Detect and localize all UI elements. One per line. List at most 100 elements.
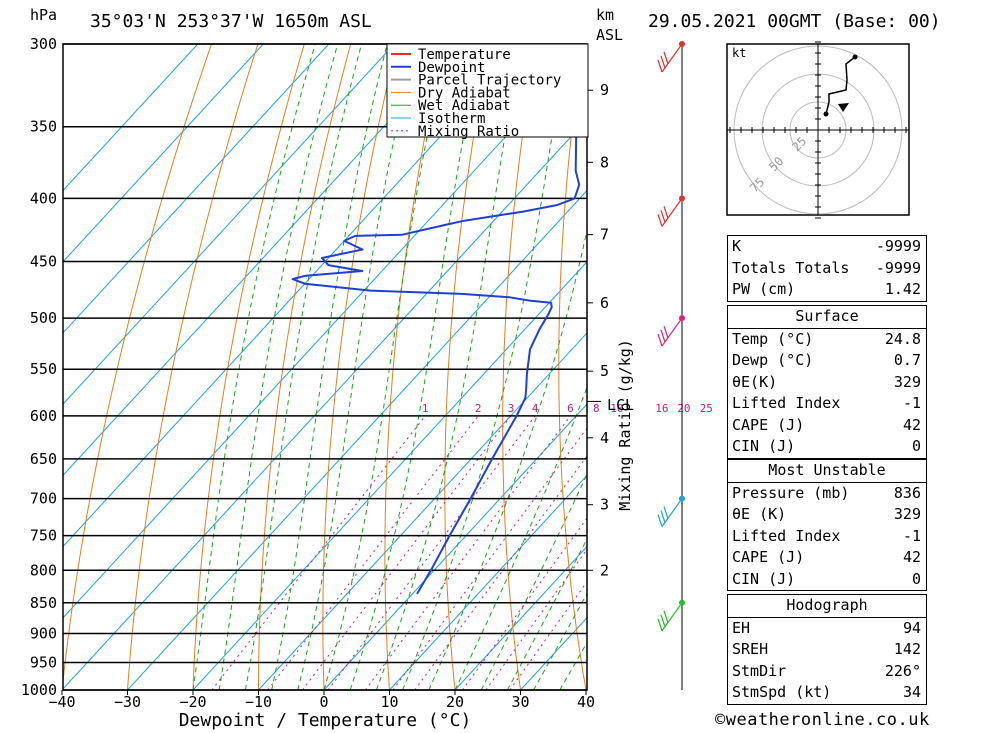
wind-barb-flag [657,514,663,527]
location-label: 35°03'N 253°37'W 1650m ASL [90,11,372,32]
isotherm-line [258,332,587,690]
pressure-unit-label: hPa [30,6,57,24]
index-value: 1.42 [884,280,921,298]
x-tick-label: 40 [577,693,595,711]
isotherm-line [63,44,461,477]
dry-adiabat-line [127,44,259,690]
isotherm-line [454,545,587,690]
surface-label: θE(K) [732,372,778,391]
y-tick-label: 1000 [21,681,57,699]
hodograph-param-label: StmDir [732,661,787,680]
most-unstable-label: θE (K) [732,505,787,523]
km-tick-label: 9 [600,81,609,99]
wind-barb-flag [657,618,663,631]
mixing-ratio-axis-title: Mixing Ratio (g/kg) [616,339,634,511]
index-label: K [732,237,742,255]
isotherm-line [63,44,526,548]
x-tick-label: −10 [245,693,272,711]
wind-barb-flag [657,214,663,227]
most-unstable-row: Lifted Index -1 [728,526,926,548]
dry-adiabat-line [322,44,398,690]
mixing-ratio-tick-label: 1 [422,402,429,415]
km-tick-label: 3 [600,496,609,514]
wind-barbs [657,41,685,690]
isotherm-line [127,189,587,690]
plot-frame [62,43,588,691]
most-unstable-row: Pressure (mb) 836 [728,483,926,505]
index-value: -9999 [875,258,921,277]
wet-adiabat-line [480,473,587,690]
wind-barb-flag [660,210,666,223]
mixing-ratio-line [364,415,571,690]
index-value: -9999 [875,237,921,255]
hodograph-param-row: EH 94 [728,618,926,640]
dewpoint-series [291,44,587,595]
x-tick-label: 20 [446,693,464,711]
isobar-lines [63,43,587,691]
hodograph-param-label: StmSpd (kt) [732,683,832,701]
dry-adiabat-line [502,44,537,690]
km-tick-label: 5 [600,362,609,380]
wind-barb [657,43,683,73]
km-tick-label: 4 [600,429,609,447]
wet-adiabat-line [349,44,482,690]
most-unstable-label: Lifted Index [732,526,841,545]
legend-entry: Dry Adiabat [418,85,511,101]
most-unstable-row: CIN (J) 0 [728,569,926,591]
isotherm-line [63,47,587,619]
surface-row: CAPE (J) 42 [728,415,926,437]
hodograph-param-value: 226° [884,661,921,680]
km-tick-label: 6 [600,294,609,312]
lcl-label: LCL [607,396,634,414]
most-unstable-table: Most Unstable Pressure (mb) 836 θE (K) 329 L… [727,459,927,591]
hodograph-param-label: SREH [732,640,769,658]
index-row: K -9999 [728,236,926,258]
y-tick-label: 300 [30,35,57,53]
wet-adiabat-line [454,385,587,690]
mixing-ratio-tick-label: 8 [593,402,600,415]
surface-row: θE(K) 329 [728,372,926,394]
mixing-ratio-line [327,415,536,690]
y-tick-label: 500 [30,309,57,327]
y-tick-label: 350 [30,118,57,136]
surface-value: 0.7 [893,351,921,369]
wind-barb [657,317,683,347]
y-tick-label: 750 [30,527,57,545]
x-tick-label: −20 [179,693,206,711]
legend-entry: Dewpoint [418,60,485,76]
wet-adiabat-line [244,44,362,690]
wind-barb-flag [660,55,666,69]
legend-entry: Temperature [418,47,511,63]
hodograph-param-value: 34 [902,683,921,701]
wet-adiabat-line [192,44,316,690]
y-tick-label: 450 [30,253,57,271]
mixing-ratio-line [414,455,587,690]
wind-barb [657,198,683,227]
wind-barb-flag [660,614,666,627]
legend-entry: Parcel Trajectory [418,73,561,89]
wind-barb-flag [663,325,669,339]
dry-adiabat-line [444,44,491,690]
isotherm-line [63,44,395,405]
surface-label: CAPE (J) [732,415,805,434]
x-tick-label: −30 [114,693,141,711]
wind-barb-flag [663,506,669,519]
km-tick-label: 7 [600,226,609,244]
y-tick-label: 700 [30,490,57,508]
legend-box [386,43,589,138]
surface-value: 329 [893,372,921,391]
x-tick-label: 0 [319,693,328,711]
most-unstable-value: 836 [893,483,921,502]
dry-adiabat-line [384,44,445,690]
hodograph-title: Hodograph [728,595,926,618]
copyright-text: ©weatheronline.co.uk [715,710,930,730]
surface-row: Lifted Index -1 [728,393,926,415]
index-label: Totals Totals [732,258,850,277]
y-tick-label: 900 [30,624,57,642]
surface-label: Lifted Index [732,394,841,412]
most-unstable-value: 42 [902,548,921,566]
isotherm-line [63,44,199,192]
wind-barb-flag [660,510,666,523]
